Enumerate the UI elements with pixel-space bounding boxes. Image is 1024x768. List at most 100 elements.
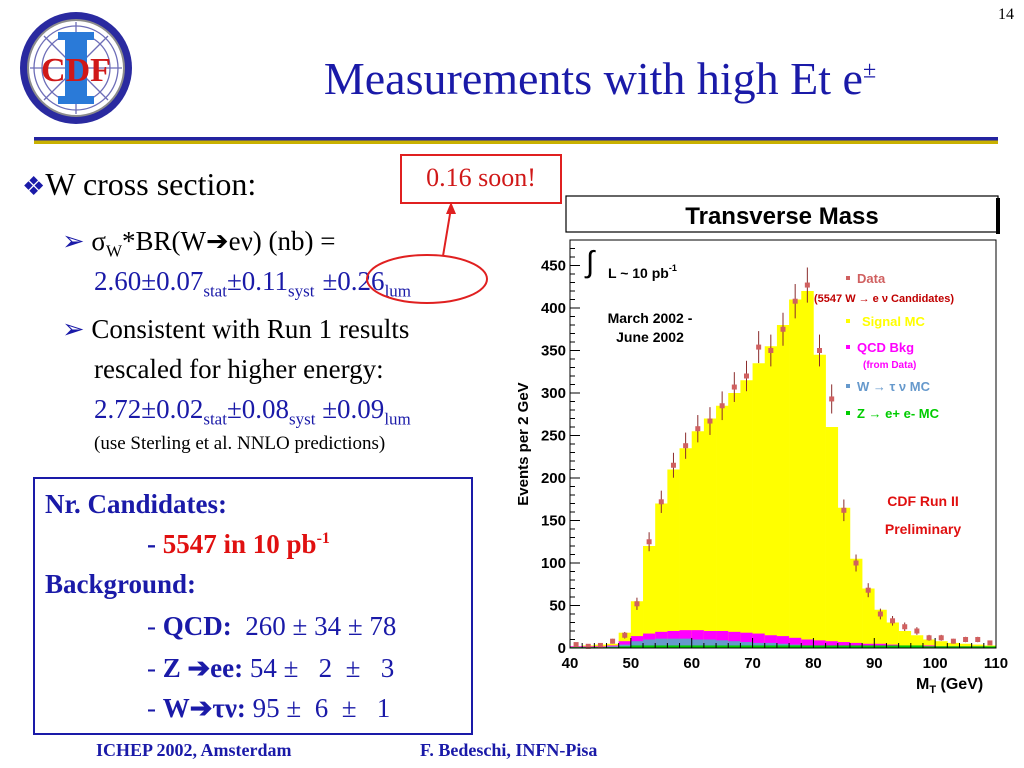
wtau-bar	[630, 641, 644, 648]
footer-author: F. Bedeschi, INFN-Pisa	[420, 740, 598, 760]
zee-bar	[764, 645, 778, 648]
lumi-annotation: L ~ 10 pb-1	[608, 263, 677, 281]
data-point	[877, 611, 883, 617]
qcd-bar	[825, 641, 839, 648]
qcd-bar	[837, 642, 851, 648]
data-point	[695, 426, 701, 432]
x-tick-label: 100	[923, 655, 948, 672]
zee-bar	[655, 645, 668, 648]
zee-bar	[971, 646, 985, 648]
legend-data: Data	[857, 271, 886, 286]
signal-bar	[922, 639, 936, 648]
qcd-bar	[618, 641, 632, 648]
footer-conference: ICHEP 2002, Amsterdam	[96, 740, 292, 760]
y-tick-label: 300	[541, 385, 566, 402]
y-tick-label: 200	[541, 470, 566, 487]
wtaunu-line: - W➔τν: 95 ± 6 ± 1	[147, 693, 391, 723]
zee-bar	[849, 645, 863, 648]
legend-zee: Z → e+ e- MC	[857, 406, 940, 421]
data-point	[987, 640, 993, 646]
x-tick-label: 50	[623, 655, 640, 672]
data-point	[683, 443, 689, 449]
zee-bar	[691, 645, 705, 648]
legend-wtau: W → τ ν MC	[857, 379, 931, 394]
zee-bar	[825, 645, 839, 648]
wtau-bar	[740, 642, 753, 648]
chart-title-shadow	[996, 198, 1000, 234]
x-tick-label: 40	[562, 655, 579, 672]
data-point	[853, 560, 859, 566]
y-tick-label: 50	[549, 598, 566, 615]
right-arrow-icon: ➔	[205, 226, 229, 256]
x-tick-label: 110	[984, 655, 1008, 672]
data-point	[719, 403, 725, 409]
qcd-bar	[801, 639, 814, 648]
page-number: 14	[998, 6, 1014, 23]
y-tick-label: 0	[558, 640, 566, 657]
x-axis-label: MT (GeV)	[916, 676, 983, 696]
signal-bar	[703, 418, 717, 648]
data-point	[902, 624, 908, 630]
zee-bar	[716, 645, 729, 648]
nr-candidates-value: - 5547 in 10 pb-1	[147, 529, 330, 559]
right-arrow-icon: ➔	[187, 653, 211, 683]
data-point	[585, 643, 591, 649]
logo-text: CDF	[41, 52, 111, 89]
soon-annotation-arrow	[366, 202, 488, 304]
zee-bar	[801, 645, 814, 648]
title-rule	[34, 137, 998, 144]
zee-bar	[789, 645, 802, 648]
data-point	[975, 637, 981, 642]
zee-bar	[643, 645, 656, 648]
data-point	[658, 499, 664, 505]
signal-bar	[691, 431, 705, 648]
diamond-bullet-icon: ❖	[22, 172, 46, 201]
data-point	[743, 373, 749, 379]
wtau-bar	[716, 640, 729, 648]
zee-bar	[947, 646, 960, 648]
wtau-bar	[691, 639, 705, 648]
right-arrow-icon: ➔	[189, 693, 213, 723]
signal-bar	[667, 469, 680, 648]
qcd-line: - QCD: 260 ± 34 ± 78	[147, 611, 397, 641]
zee-bar	[898, 645, 912, 648]
data-point	[804, 282, 810, 288]
integral-icon: ∫	[584, 246, 596, 279]
signal-bar	[886, 622, 899, 648]
data-point	[914, 628, 920, 634]
y-tick-label: 150	[541, 513, 566, 530]
zee-bar	[679, 645, 693, 648]
legend-marker-qcd	[846, 345, 850, 349]
arrow-bullet-icon: ➢	[62, 226, 85, 256]
signal-bar	[862, 588, 875, 648]
zee-bar	[837, 645, 851, 648]
transverse-mass-chart: Transverse Mass 40 50 60 70 80 90 100 110 0 50 100…	[515, 195, 1008, 696]
y-axis-label: Events per 2 GeV	[515, 382, 532, 505]
data-point	[926, 635, 932, 641]
wtau-bar	[655, 638, 668, 648]
data-point	[780, 326, 786, 332]
zee-bar	[630, 645, 644, 648]
background-label: Background:	[45, 569, 197, 599]
data-point	[950, 638, 956, 644]
run1-line2: rescaled for higher energy:	[94, 354, 384, 384]
x-tick-label: 70	[744, 655, 761, 672]
legend-marker-data	[846, 276, 850, 280]
zee-bar	[983, 646, 997, 648]
wtau-bar	[667, 638, 680, 648]
soon-annotation: 0.16 soon!	[400, 154, 562, 204]
data-point	[670, 462, 676, 468]
sigma-result-line: 2.60±0.07stat±0.11syst ±0.26lum	[94, 266, 412, 301]
data-point	[731, 384, 737, 390]
wtau-bar	[679, 638, 693, 648]
legend-qcd: QCD Bkg	[857, 340, 914, 355]
data-point	[841, 507, 847, 513]
x-tick-label: 90	[866, 655, 883, 672]
signal-bar	[959, 643, 972, 648]
zee-line: - Z ➔ee: 54 ± 2 ± 3	[147, 653, 395, 683]
signal-bar	[655, 503, 668, 648]
zee-bar	[667, 645, 680, 648]
zee-bar	[776, 645, 790, 648]
data-point	[622, 632, 628, 638]
zee-bar	[862, 645, 875, 648]
